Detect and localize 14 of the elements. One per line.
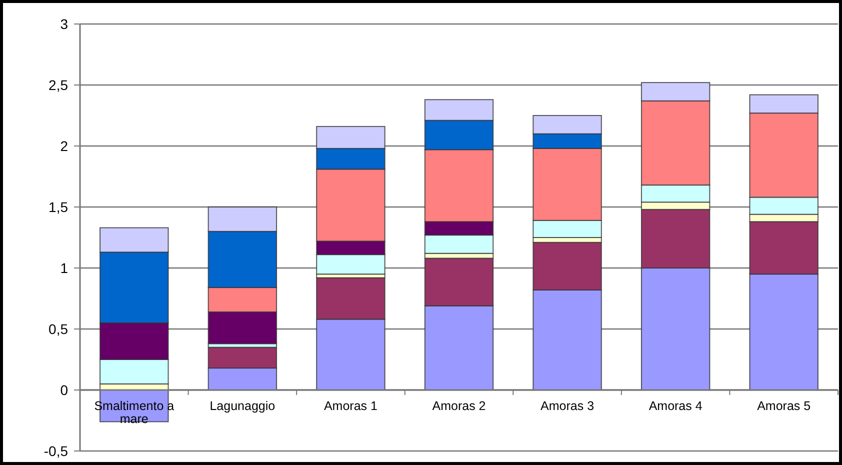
y-tick-label: -0,5 — [44, 442, 68, 459]
y-tick-label: 2,5 — [48, 76, 68, 93]
x-tick-label: Amoras 3 — [540, 399, 594, 413]
y-tick-label: 3 — [60, 16, 68, 32]
y-tick-label: 2 — [60, 138, 68, 154]
x-tick-label: Amoras 5 — [757, 399, 811, 413]
y-tick-label: 1 — [60, 260, 68, 276]
x-tick-label: Lagunaggio — [210, 399, 276, 413]
x-tick-label: Amoras 4 — [648, 399, 702, 413]
y-tick-label: 0,5 — [48, 320, 68, 337]
y-tick-label: 0 — [60, 382, 68, 398]
x-tick-label: Amoras 2 — [432, 399, 486, 413]
x-tick-label: Amoras 1 — [324, 399, 378, 413]
y-tick-label: 1,5 — [48, 198, 68, 215]
